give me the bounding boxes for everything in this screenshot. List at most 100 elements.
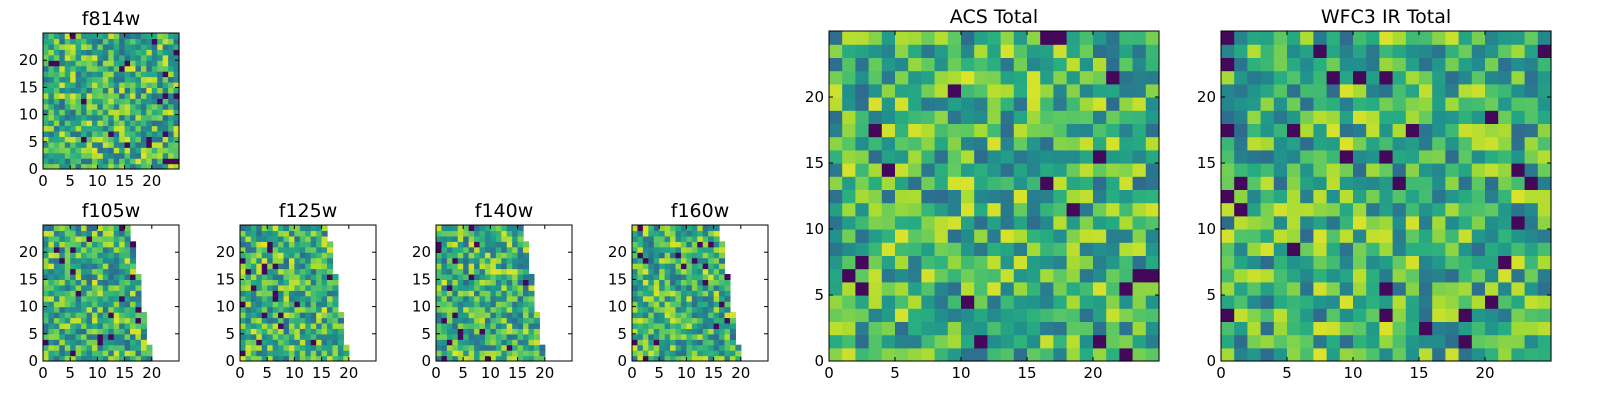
heatmap-cell xyxy=(921,189,936,204)
heatmap-cell xyxy=(1093,31,1107,45)
y-tick-label: 0 xyxy=(617,352,627,370)
heatmap-cell xyxy=(1379,334,1394,349)
heatmap-cell xyxy=(48,98,55,105)
heatmap-cell xyxy=(288,279,295,286)
heatmap-cell xyxy=(495,257,502,264)
heatmap-cell xyxy=(124,43,131,50)
heatmap-cell xyxy=(310,241,317,248)
heatmap-cell xyxy=(523,322,530,329)
heatmap-cell xyxy=(1234,347,1248,362)
heatmap-cell xyxy=(446,339,453,346)
heatmap-cell xyxy=(157,92,164,99)
heatmap-cell xyxy=(151,141,158,148)
heatmap-cell xyxy=(1392,57,1407,72)
heatmap-cell xyxy=(75,290,82,297)
heatmap-cell xyxy=(81,92,88,99)
heatmap-cell xyxy=(961,308,975,322)
heatmap-cell xyxy=(64,317,71,324)
heatmap-cell xyxy=(240,263,247,270)
heatmap-cell xyxy=(97,301,104,308)
heatmap-cell xyxy=(1273,308,1288,322)
heatmap-cell xyxy=(245,284,252,291)
heatmap-cell xyxy=(278,284,285,291)
heatmap-cell xyxy=(648,306,655,313)
heatmap-cell xyxy=(173,152,180,159)
heatmap-cell xyxy=(1366,215,1380,230)
heatmap-cell xyxy=(659,312,666,319)
heatmap-cell xyxy=(70,33,77,40)
heatmap-cell xyxy=(474,225,481,232)
heatmap-cell xyxy=(48,163,55,170)
heatmap-cell xyxy=(140,114,147,121)
heatmap-cell xyxy=(490,279,497,286)
heatmap-cell xyxy=(151,103,158,110)
heatmap-cell xyxy=(691,273,698,280)
heatmap-cell xyxy=(43,290,50,297)
heatmap-cell xyxy=(299,328,306,335)
heatmap-cell xyxy=(719,273,726,280)
heatmap-cell xyxy=(1053,163,1068,177)
heatmap-cell xyxy=(1040,255,1054,270)
heatmap-cell xyxy=(934,242,949,256)
heatmap-cell xyxy=(479,263,486,270)
heatmap-cell xyxy=(124,152,131,159)
heatmap-cell xyxy=(53,141,60,148)
heatmap-cell xyxy=(691,322,698,329)
heatmap-cell xyxy=(256,333,263,340)
heatmap-cell xyxy=(452,268,459,275)
heatmap-cell xyxy=(130,273,137,280)
heatmap-cell xyxy=(283,284,290,291)
heatmap-cell xyxy=(512,350,519,357)
heatmap-cell xyxy=(151,163,158,170)
heatmap-cell xyxy=(1027,70,1041,85)
heatmap-cell xyxy=(1027,308,1041,322)
heatmap-cell xyxy=(124,54,131,61)
heatmap-cell xyxy=(855,176,870,190)
heatmap-cell xyxy=(108,98,115,105)
heatmap-cell xyxy=(53,306,60,313)
heatmap-cell xyxy=(245,230,252,237)
heatmap-cell xyxy=(713,333,720,340)
heatmap-cell xyxy=(501,322,508,329)
heatmap-cell xyxy=(119,355,126,362)
heatmap-cell xyxy=(113,43,120,50)
heatmap-cell xyxy=(53,246,60,253)
heatmap-cell xyxy=(261,317,268,324)
heatmap-cell xyxy=(947,281,962,296)
heatmap-cell xyxy=(512,279,519,286)
heatmap-cell xyxy=(97,38,104,45)
heatmap-cell xyxy=(829,44,843,58)
heatmap-cell xyxy=(1537,268,1552,283)
heatmap-cell xyxy=(895,149,909,164)
heatmap-cell xyxy=(1066,110,1081,124)
heatmap-cell xyxy=(124,98,131,105)
heatmap-cell xyxy=(474,235,481,242)
heatmap-cell xyxy=(724,339,731,346)
heatmap-cell xyxy=(484,306,491,313)
heatmap-cell xyxy=(713,322,720,329)
heatmap-cell xyxy=(468,273,475,280)
heatmap-cell xyxy=(1079,163,1094,177)
heatmap-cell xyxy=(713,301,720,308)
heatmap-cell xyxy=(1066,229,1081,243)
heatmap-cell xyxy=(895,255,909,270)
heatmap-cell xyxy=(653,306,660,313)
heatmap-cell xyxy=(517,252,524,259)
heatmap-cell xyxy=(881,136,896,151)
heatmap-cell xyxy=(1040,57,1054,72)
heatmap-cell xyxy=(119,350,126,357)
heatmap-cell xyxy=(70,230,77,237)
heatmap-cell xyxy=(337,350,344,357)
heatmap-cell xyxy=(108,81,115,88)
heatmap-cell xyxy=(1471,31,1486,45)
heatmap-cell xyxy=(1119,70,1134,85)
heatmap-cell xyxy=(305,312,312,319)
heatmap-cell xyxy=(1066,70,1081,85)
heatmap-cell xyxy=(974,83,988,98)
heatmap-cell xyxy=(1287,268,1301,283)
heatmap-cell xyxy=(452,284,459,291)
heatmap-cell xyxy=(908,189,922,204)
heatmap-cell xyxy=(343,344,350,351)
heatmap-cell xyxy=(1392,97,1407,111)
heatmap-cell xyxy=(506,295,513,302)
